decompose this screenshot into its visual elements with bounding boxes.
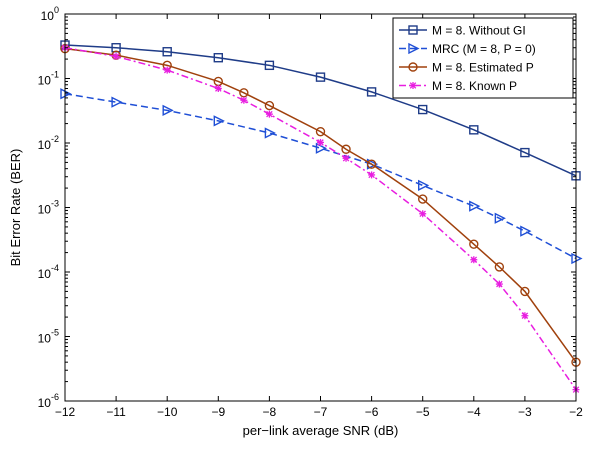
asterisk-stroke — [163, 66, 171, 74]
data-point-asterisk — [495, 280, 503, 288]
legend-label: MRC (M = 8, P = 0) — [432, 42, 536, 56]
x-tick-label: −5 — [416, 405, 430, 419]
data-point-asterisk — [214, 84, 222, 92]
legend-entry: MRC (M = 8, P = 0) — [399, 42, 536, 56]
data-point-triangle — [213, 115, 225, 127]
data-point-asterisk — [317, 138, 324, 146]
data-point-asterisk — [409, 82, 417, 89]
asterisk-stroke — [368, 171, 375, 179]
data-point-asterisk — [240, 96, 248, 104]
y-tick-label: 10-2 — [38, 134, 59, 152]
data-point-square — [408, 25, 418, 35]
asterisk-stroke — [409, 82, 417, 89]
data-point-triangle — [418, 179, 430, 192]
axis-ticks: −12 −11 −10 −9 −8 −7 −6 −5 −4 −3 −2 10-6 10-5 10-4 10-… — [38, 5, 584, 419]
x-tick-label: −11 — [106, 405, 126, 419]
data-point-triangle — [520, 225, 532, 237]
x-tick-label: −7 — [314, 405, 328, 419]
x-tick-label: −10 — [157, 405, 178, 419]
data-point-triangle — [111, 96, 123, 108]
data-point-square — [520, 147, 530, 158]
data-point-triangle — [469, 200, 481, 212]
data-point-triangle — [408, 42, 420, 55]
x-tick-label: −8 — [263, 405, 277, 419]
x-tick-label: −3 — [518, 405, 532, 419]
data-point-asterisk — [265, 110, 273, 118]
data-point-asterisk — [470, 256, 478, 264]
legend-label: M = 8. Known P — [432, 79, 517, 93]
data-point-square — [264, 60, 275, 71]
asterisk-stroke — [521, 312, 529, 319]
data-point-square — [469, 125, 479, 135]
data-point-circle — [520, 286, 530, 297]
data-point-circle — [341, 144, 351, 154]
data-point-triangle — [494, 212, 506, 224]
x-tick-label: −4 — [467, 405, 481, 419]
x-tick-label: −12 — [55, 405, 76, 419]
x-tick-label: −9 — [211, 405, 225, 419]
legend-label: M = 8. Without GI — [432, 24, 526, 38]
y-tick-label: 10-3 — [38, 199, 59, 217]
asterisk-stroke — [215, 85, 222, 92]
y-tick-label: 10-6 — [38, 392, 59, 410]
plot-layer — [60, 40, 583, 394]
asterisk-stroke — [496, 280, 503, 288]
asterisk-stroke — [342, 154, 350, 162]
series-4 — [61, 44, 580, 394]
data-point-circle — [494, 262, 505, 272]
legend-entry: M = 8. Known P — [399, 79, 517, 93]
y-tick-label: 100 — [41, 5, 59, 23]
data-point-square — [315, 72, 326, 82]
legend-entry: M = 8. Without GI — [399, 24, 526, 38]
y-tick-label: 10-1 — [38, 70, 59, 88]
data-point-triangle — [315, 142, 328, 154]
series-line — [64, 44, 577, 177]
data-point-triangle — [264, 127, 276, 139]
data-point-square — [366, 87, 377, 97]
x-axis-label: per−link average SNR (dB) — [243, 423, 399, 438]
data-point-circle — [366, 159, 377, 169]
data-point-asterisk — [163, 66, 171, 74]
asterisk-stroke — [240, 96, 248, 104]
asterisk-stroke — [470, 256, 478, 263]
y-axis-label: Bit Error Rate (BER) — [8, 149, 23, 267]
asterisk-stroke — [419, 210, 426, 218]
legend-box — [392, 17, 574, 99]
data-point-circle — [315, 126, 326, 137]
data-point-square — [418, 104, 428, 115]
legend-entry: M = 8. Estimated P — [399, 61, 534, 75]
data-point-circle — [418, 194, 428, 204]
asterisk-stroke — [112, 53, 120, 60]
data-point-square — [162, 47, 172, 57]
data-point-square — [213, 53, 224, 63]
asterisk-stroke — [266, 110, 273, 118]
x-tick-label: −2 — [569, 405, 583, 419]
y-tick-label: 10-5 — [38, 328, 59, 346]
asterisk-stroke — [317, 139, 324, 146]
data-point-asterisk — [521, 312, 529, 320]
data-point-asterisk — [419, 210, 427, 218]
data-point-circle — [469, 239, 479, 249]
data-point-circle — [408, 62, 418, 72]
data-point-triangle — [162, 104, 174, 117]
series-line — [64, 46, 577, 391]
data-point-asterisk — [342, 154, 350, 162]
y-tick-label: 10-4 — [38, 263, 59, 281]
x-tick-label: −6 — [365, 405, 379, 419]
data-point-asterisk — [112, 52, 120, 60]
legend-label: M = 8. Estimated P — [432, 61, 534, 75]
legend: M = 8. Without GI MRC (M = 8, P = 0) M = 8… — [392, 17, 574, 99]
data-point-circle — [264, 100, 275, 111]
series-line — [64, 47, 577, 363]
data-point-asterisk — [368, 171, 376, 179]
